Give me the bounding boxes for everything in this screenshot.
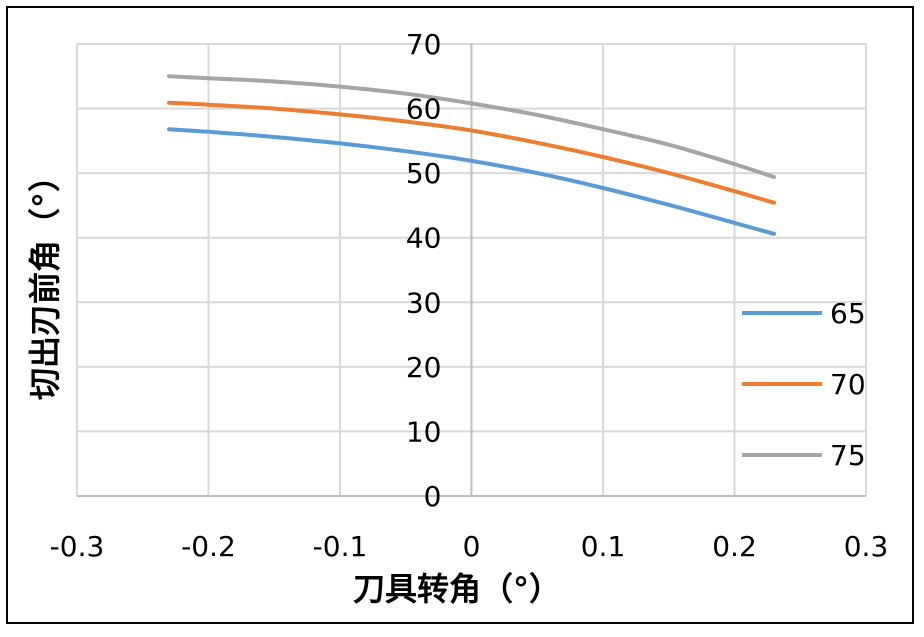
x-tick-label: 0 [463, 530, 481, 563]
series-line-70 [167, 100, 776, 205]
x-tick-label: 0.3 [844, 530, 889, 563]
x-tick-label: -0.2 [181, 530, 236, 563]
y-tick-label: 40 [406, 222, 442, 255]
x-tick-label: -0.3 [50, 530, 105, 563]
x-axis-title: 刀具转角（°） [353, 570, 561, 608]
legend-label-70: 70 [830, 368, 866, 401]
x-tick-labels: -0.3 -0.2 -0.1 0 0.1 0.2 0.3 [50, 530, 889, 563]
y-tick-label: 60 [406, 93, 442, 126]
x-tick-label: 0.1 [581, 530, 626, 563]
y-tick-label: 70 [406, 28, 442, 61]
y-tick-label: 30 [406, 286, 442, 319]
y-axis-title: 切出刃前角（°） [26, 160, 64, 400]
x-tick-label: 0.2 [712, 530, 757, 563]
series-lines [167, 74, 776, 236]
legend-label-65: 65 [830, 297, 866, 330]
y-tick-label: 50 [406, 157, 442, 190]
y-tick-labels: 0 10 20 30 40 50 60 70 [406, 28, 442, 513]
series-line-75 [167, 74, 776, 179]
legend: 65 70 75 [742, 297, 866, 472]
y-tick-label: 10 [406, 415, 442, 448]
grid-lines [76, 43, 867, 496]
y-tick-label: 0 [424, 480, 442, 513]
legend-label-75: 75 [830, 439, 866, 472]
x-tick-label: -0.1 [313, 530, 368, 563]
axes [77, 44, 866, 497]
series-line-65 [167, 127, 776, 236]
y-tick-label: 20 [406, 351, 442, 384]
